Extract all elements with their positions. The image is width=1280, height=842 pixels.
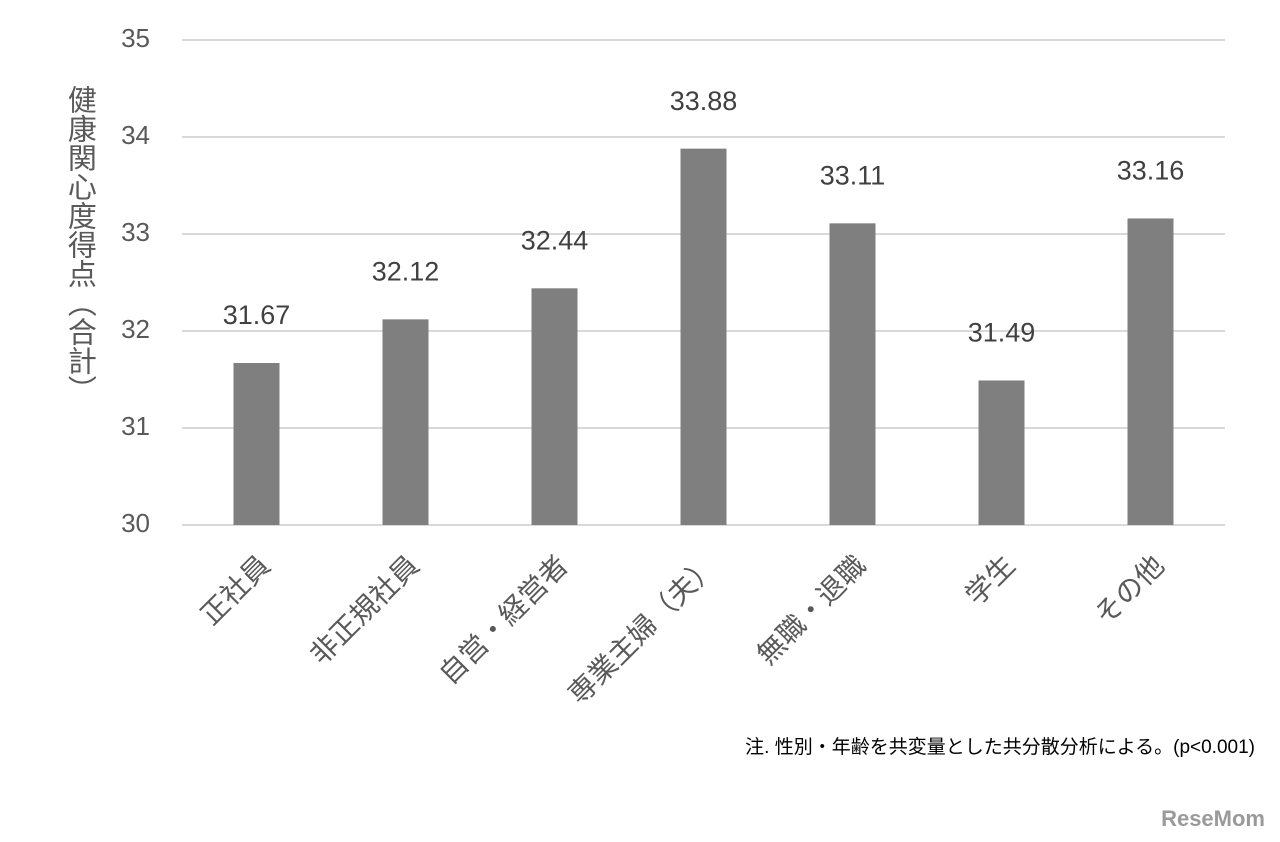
y-tick-label: 32 bbox=[121, 314, 150, 344]
value-label: 33.11 bbox=[820, 160, 886, 190]
bar bbox=[531, 288, 578, 525]
value-label: 31.49 bbox=[968, 318, 1036, 348]
value-label: 31.67 bbox=[223, 300, 291, 330]
y-tick-label: 33 bbox=[121, 217, 150, 247]
note: 注. 性別・年齢を共変量とした共分散分析による。(p<0.001) bbox=[745, 736, 1255, 758]
x-tick-label: その他 bbox=[1089, 550, 1170, 631]
x-tick-label: 学生 bbox=[959, 550, 1021, 612]
y-tick-label: 35 bbox=[121, 23, 150, 53]
value-label: 32.44 bbox=[521, 225, 589, 255]
x-tick-label: 正社員 bbox=[195, 550, 276, 631]
y-tick-label: 31 bbox=[121, 411, 150, 441]
x-tick-label: 専業主婦（夫） bbox=[562, 550, 723, 711]
bar bbox=[1127, 218, 1174, 526]
y-tick-label: 30 bbox=[121, 508, 150, 538]
x-tick-label: 無職・退職 bbox=[751, 550, 872, 671]
bar bbox=[978, 380, 1025, 525]
value-label: 33.88 bbox=[670, 86, 738, 116]
y-tick-label: 34 bbox=[121, 120, 150, 150]
bar bbox=[829, 223, 876, 525]
x-tick-label: 自営・経営者 bbox=[433, 550, 574, 691]
bar bbox=[382, 319, 429, 525]
y-axis-label: 健康関心度得点（合計） bbox=[63, 85, 97, 404]
bar bbox=[680, 148, 727, 525]
value-label: 32.12 bbox=[372, 256, 440, 286]
bar bbox=[233, 363, 280, 525]
value-label: 33.16 bbox=[1117, 156, 1185, 186]
watermark: ReseMom bbox=[1161, 806, 1265, 831]
x-tick-label: 非正規社員 bbox=[304, 550, 425, 671]
